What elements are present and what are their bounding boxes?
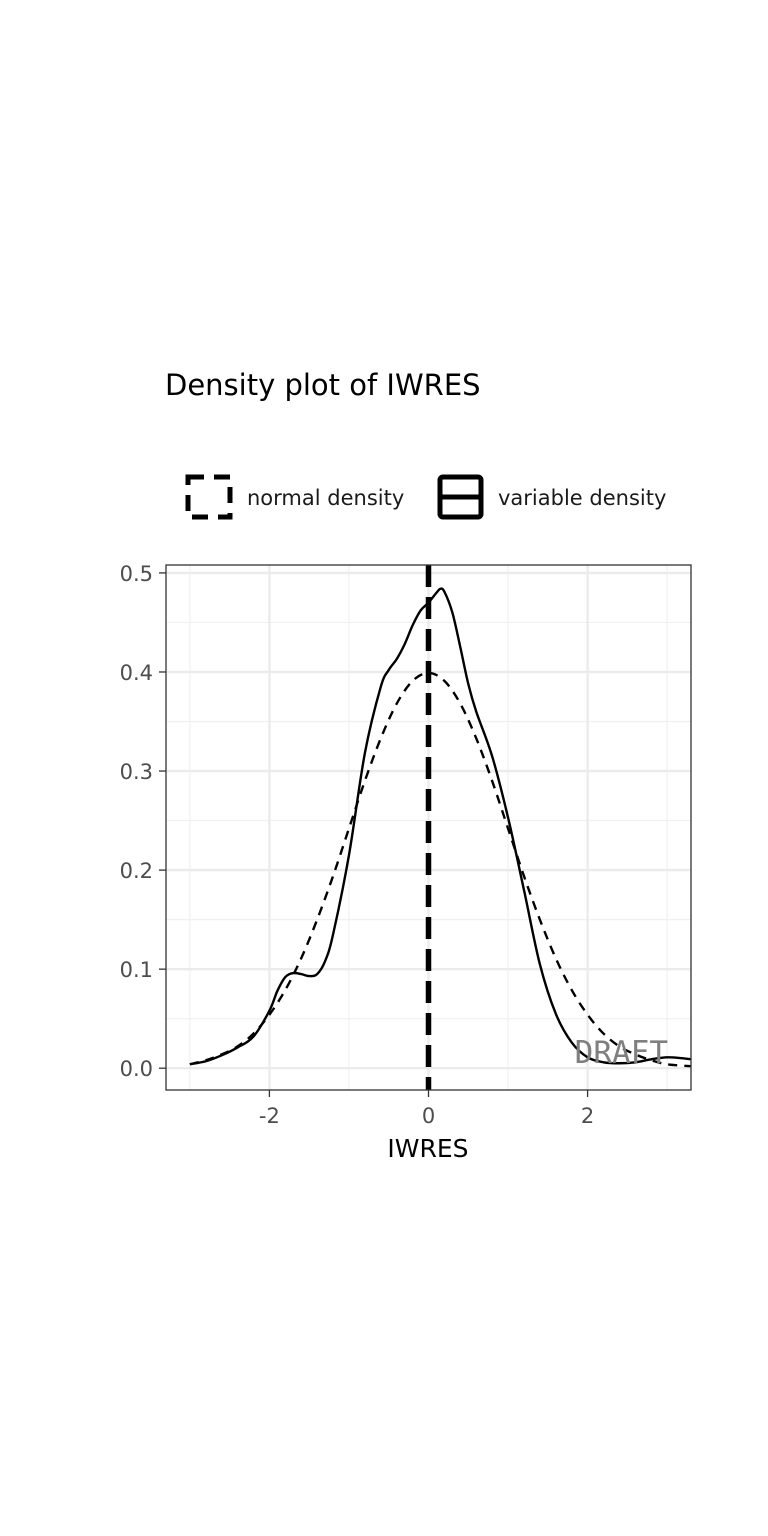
x-axis-title: IWRES: [387, 1134, 468, 1163]
draft-watermark: DRAFT: [575, 1035, 668, 1071]
legend: normal density variable density: [185, 474, 666, 520]
legend-label-variable-density: variable density: [498, 486, 666, 510]
x-tick-label: 0: [422, 1104, 435, 1128]
y-tick-label: 0.2: [120, 859, 153, 883]
x-tick-label: -2: [259, 1104, 280, 1128]
series-layer: [189, 587, 691, 1068]
y-tick-label: 0.3: [120, 760, 153, 784]
series-line-variable-density: [189, 587, 691, 1066]
legend-key-normal-density: [185, 474, 233, 520]
legend-key-variable-density: [437, 474, 484, 520]
y-tick-label: 0.4: [120, 661, 153, 685]
y-axis: 0.0 0.1 0.2 0.3 0.4 0.5: [120, 562, 166, 1081]
y-tick-label: 0.1: [120, 958, 153, 982]
y-tick-label: 0.0: [120, 1057, 153, 1081]
x-axis: -2 0 2: [259, 1090, 594, 1128]
x-tick-label: 2: [581, 1104, 594, 1128]
series-line-normal-density: [189, 671, 691, 1068]
chart-title: Density plot of IWRES: [165, 368, 481, 402]
y-tick-label: 0.5: [120, 562, 153, 586]
legend-label-normal-density: normal density: [247, 486, 404, 510]
